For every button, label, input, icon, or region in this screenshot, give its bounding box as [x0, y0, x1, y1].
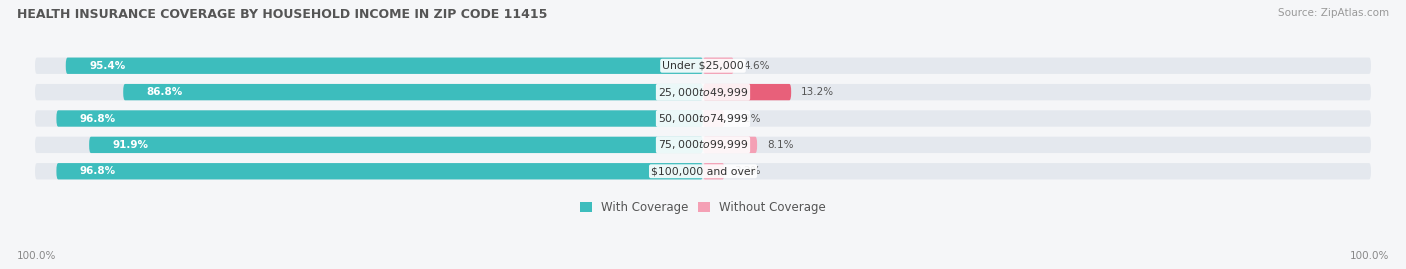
FancyBboxPatch shape — [66, 58, 703, 74]
Text: 3.2%: 3.2% — [734, 166, 761, 176]
Text: 3.2%: 3.2% — [734, 114, 761, 123]
Text: $50,000 to $74,999: $50,000 to $74,999 — [658, 112, 748, 125]
FancyBboxPatch shape — [703, 137, 756, 153]
Legend: With Coverage, Without Coverage: With Coverage, Without Coverage — [575, 196, 831, 219]
Text: 100.0%: 100.0% — [17, 251, 56, 261]
Text: 13.2%: 13.2% — [801, 87, 834, 97]
Text: $100,000 and over: $100,000 and over — [651, 166, 755, 176]
Text: 4.6%: 4.6% — [744, 61, 770, 71]
FancyBboxPatch shape — [56, 110, 703, 127]
FancyBboxPatch shape — [703, 110, 724, 127]
FancyBboxPatch shape — [35, 58, 1371, 74]
FancyBboxPatch shape — [703, 58, 734, 74]
Text: 95.4%: 95.4% — [89, 61, 125, 71]
Text: 91.9%: 91.9% — [112, 140, 149, 150]
Text: 86.8%: 86.8% — [146, 87, 183, 97]
Text: Source: ZipAtlas.com: Source: ZipAtlas.com — [1278, 8, 1389, 18]
FancyBboxPatch shape — [703, 163, 724, 179]
Text: 96.8%: 96.8% — [80, 114, 115, 123]
FancyBboxPatch shape — [35, 110, 1371, 127]
Text: 96.8%: 96.8% — [80, 166, 115, 176]
Text: 8.1%: 8.1% — [768, 140, 793, 150]
Text: HEALTH INSURANCE COVERAGE BY HOUSEHOLD INCOME IN ZIP CODE 11415: HEALTH INSURANCE COVERAGE BY HOUSEHOLD I… — [17, 8, 547, 21]
FancyBboxPatch shape — [124, 84, 703, 100]
FancyBboxPatch shape — [703, 84, 792, 100]
Text: $75,000 to $99,999: $75,000 to $99,999 — [658, 138, 748, 151]
Text: Under $25,000: Under $25,000 — [662, 61, 744, 71]
Text: 100.0%: 100.0% — [1350, 251, 1389, 261]
FancyBboxPatch shape — [56, 163, 703, 179]
FancyBboxPatch shape — [35, 163, 1371, 179]
FancyBboxPatch shape — [35, 84, 1371, 100]
FancyBboxPatch shape — [89, 137, 703, 153]
Text: $25,000 to $49,999: $25,000 to $49,999 — [658, 86, 748, 99]
FancyBboxPatch shape — [35, 137, 1371, 153]
